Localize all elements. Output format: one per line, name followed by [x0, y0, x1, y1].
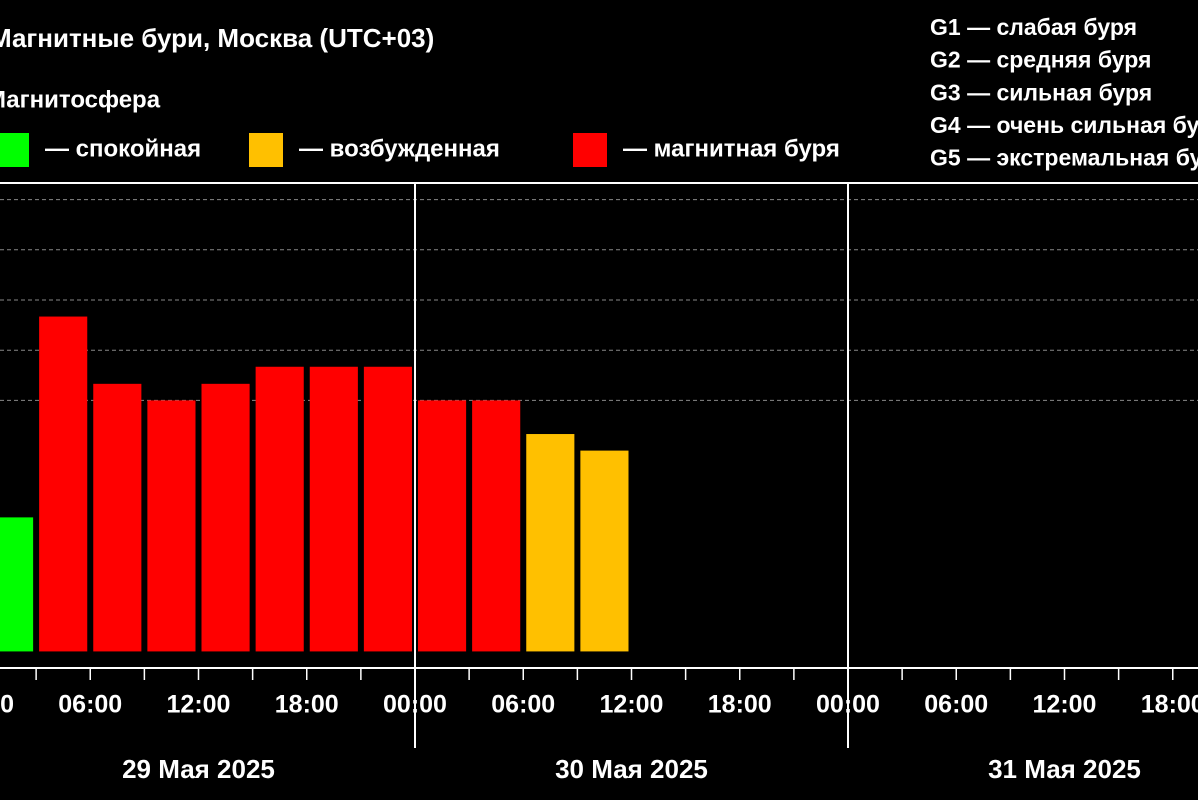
bar	[39, 316, 88, 652]
bar	[255, 366, 304, 652]
day-label: 31 Мая 2025	[988, 754, 1141, 784]
x-tick-label: 12:00	[167, 691, 231, 719]
bar	[0, 517, 34, 652]
bar	[580, 450, 629, 652]
bar	[418, 400, 467, 652]
x-tick-label: 06:00	[924, 691, 988, 719]
scale-legend-item: G3 — сильная буря	[930, 79, 1152, 105]
legend-swatch	[0, 133, 29, 167]
bar	[363, 366, 412, 652]
day-label: 29 Мая 2025	[122, 754, 275, 784]
scale-legend-item: G1 — слабая буря	[930, 14, 1137, 40]
bar	[526, 434, 575, 652]
legend-title: Магнитосфера	[0, 86, 161, 113]
legend-label: — возбужденная	[299, 135, 500, 162]
bar	[472, 400, 521, 652]
legend-swatch	[573, 133, 607, 167]
day-label: 30 Мая 2025	[555, 754, 708, 784]
legend-label: — спокойная	[45, 135, 201, 162]
chart-title: Магнитные бури, Москва (UTC+03)	[0, 23, 434, 53]
x-tick-label: 18:00	[708, 691, 772, 719]
scale-legend-item: G2 — средняя буря	[930, 47, 1151, 73]
scale-legend-item: G5 — экстремальная буря	[930, 144, 1198, 170]
bar	[147, 400, 196, 652]
x-tick-label: 06:00	[491, 691, 555, 719]
x-tick-label: 12:00	[600, 691, 664, 719]
x-tick-label: 00:00	[0, 691, 14, 719]
bar	[201, 383, 250, 652]
legend-label: — магнитная буря	[623, 135, 840, 162]
x-tick-label: 12:00	[1033, 691, 1097, 719]
legend-swatch	[249, 133, 283, 167]
x-tick-label: 06:00	[58, 691, 122, 719]
scale-legend-item: G4 — очень сильная буря	[930, 112, 1198, 138]
bar	[309, 366, 358, 652]
x-tick-label: 18:00	[275, 691, 339, 719]
bar	[93, 383, 142, 652]
x-tick-label: 18:00	[1141, 691, 1198, 719]
